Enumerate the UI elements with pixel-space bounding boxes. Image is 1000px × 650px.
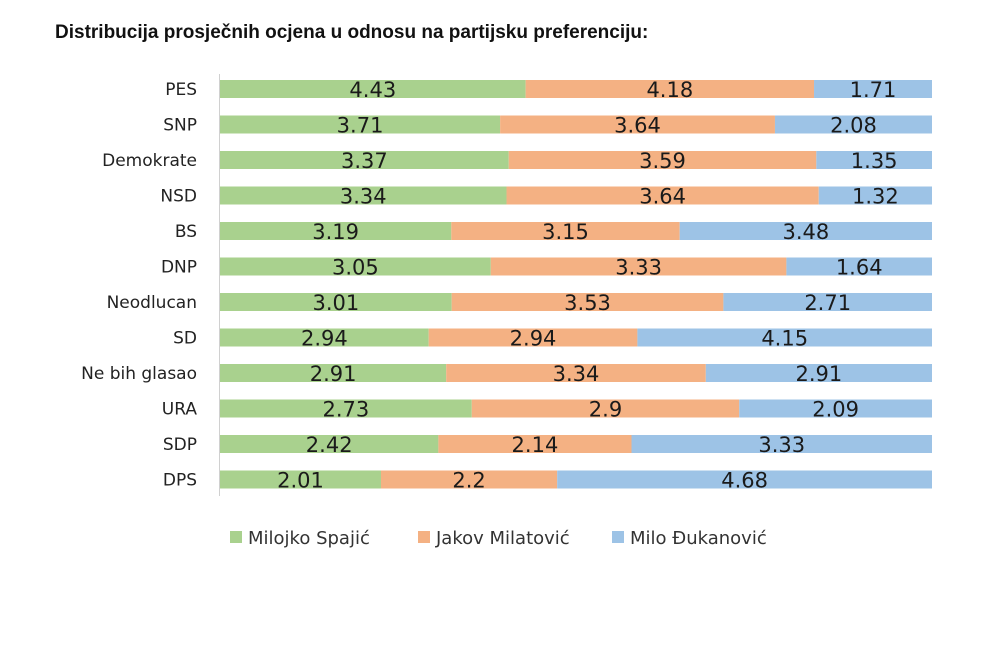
bar-segment xyxy=(220,399,472,418)
data-label: 3.15 xyxy=(542,220,589,244)
bar-segment xyxy=(220,293,452,311)
bar-segment xyxy=(220,222,452,240)
data-label: 2.09 xyxy=(812,398,859,422)
category-label: SD xyxy=(173,329,197,349)
category-label: BS xyxy=(175,222,197,242)
bar-segment xyxy=(438,435,632,453)
chart-title: Distribucija prosječnih ocjena u odnosu … xyxy=(55,22,649,43)
data-label: 2.91 xyxy=(310,362,357,386)
bar-segment xyxy=(723,293,932,311)
data-label: 2.91 xyxy=(796,362,843,386)
data-label: 3.37 xyxy=(341,149,388,173)
bar-segment xyxy=(679,222,932,240)
bar-segment xyxy=(220,115,501,134)
bar-segment xyxy=(490,257,787,276)
data-label: 3.33 xyxy=(758,433,805,457)
legend-swatch xyxy=(612,531,624,543)
bar-segment xyxy=(739,399,932,418)
bar-segment xyxy=(220,80,526,98)
category-label: SNP xyxy=(163,116,197,136)
bar-segment xyxy=(220,186,507,205)
bar-segment xyxy=(451,222,680,240)
bar-segment xyxy=(631,435,932,453)
data-label: 3.59 xyxy=(639,149,686,173)
bar-segment xyxy=(508,151,817,169)
legend-label: Milo Đukanović xyxy=(630,528,767,549)
bar-segment xyxy=(705,364,932,382)
bar-segment xyxy=(220,364,447,382)
data-label: 2.14 xyxy=(512,433,559,457)
data-label: 2.73 xyxy=(323,398,370,422)
data-label: 3.34 xyxy=(553,362,600,386)
bar-segment xyxy=(557,470,932,489)
bar-segment xyxy=(500,115,775,134)
data-label: 3.71 xyxy=(337,114,384,138)
category-label: PES xyxy=(165,80,197,100)
bar-segment xyxy=(451,293,724,311)
bar-segment xyxy=(446,364,706,382)
data-label: 3.01 xyxy=(312,291,359,315)
bar-segment xyxy=(220,328,429,347)
category-label: URA xyxy=(162,400,198,420)
bar-segment xyxy=(220,435,439,453)
category-label: Neodlucan xyxy=(107,293,197,313)
bar-segment xyxy=(816,151,932,169)
data-label: 2.94 xyxy=(301,327,348,351)
bar-segment xyxy=(818,186,932,205)
data-label: 3.05 xyxy=(332,256,379,280)
data-label: 4.15 xyxy=(761,327,808,351)
category-label: SDP xyxy=(163,435,197,455)
data-label: 3.34 xyxy=(340,185,387,209)
legend-label: Jakov Milatović xyxy=(435,528,570,549)
data-label: 2.9 xyxy=(589,398,622,422)
category-label: Demokrate xyxy=(102,151,197,171)
category-label: DNP xyxy=(161,258,197,278)
data-label: 2.42 xyxy=(306,433,353,457)
data-label: 2.01 xyxy=(277,469,324,493)
data-label: 3.48 xyxy=(782,220,829,244)
data-label: 2.2 xyxy=(452,469,485,493)
bar-segment xyxy=(786,257,932,276)
bar-segment xyxy=(506,186,819,205)
legend-swatch xyxy=(418,531,430,543)
bar-segment xyxy=(774,115,932,134)
data-label: 1.71 xyxy=(850,78,897,102)
data-label: 3.33 xyxy=(615,256,662,280)
bar-segment xyxy=(220,470,381,489)
data-label: 3.19 xyxy=(312,220,359,244)
data-label: 1.35 xyxy=(851,149,898,173)
data-label: 1.64 xyxy=(836,256,883,280)
data-label: 1.32 xyxy=(852,185,899,209)
bar-segment xyxy=(380,470,558,489)
bar-segment xyxy=(525,80,815,98)
data-label: 3.64 xyxy=(614,114,661,138)
data-label: 2.08 xyxy=(830,114,877,138)
data-label: 4.18 xyxy=(646,78,693,102)
data-label: 4.43 xyxy=(349,78,396,102)
category-label: DPS xyxy=(163,471,197,491)
bar-segment xyxy=(471,399,740,418)
data-label: 3.53 xyxy=(564,291,611,315)
bar-segment xyxy=(220,257,491,276)
data-label: 2.71 xyxy=(804,291,851,315)
category-label: Ne bih glasao xyxy=(81,364,197,384)
bar-segment xyxy=(428,328,638,347)
category-label: NSD xyxy=(160,187,197,207)
bar-segment xyxy=(637,328,932,347)
bar-segment xyxy=(220,151,509,169)
data-label: 4.68 xyxy=(721,469,768,493)
bar-segment xyxy=(814,80,932,98)
data-label: 3.64 xyxy=(639,185,686,209)
legend-swatch xyxy=(230,531,242,543)
data-label: 2.94 xyxy=(510,327,557,351)
legend-label: Milojko Spajić xyxy=(248,528,370,549)
